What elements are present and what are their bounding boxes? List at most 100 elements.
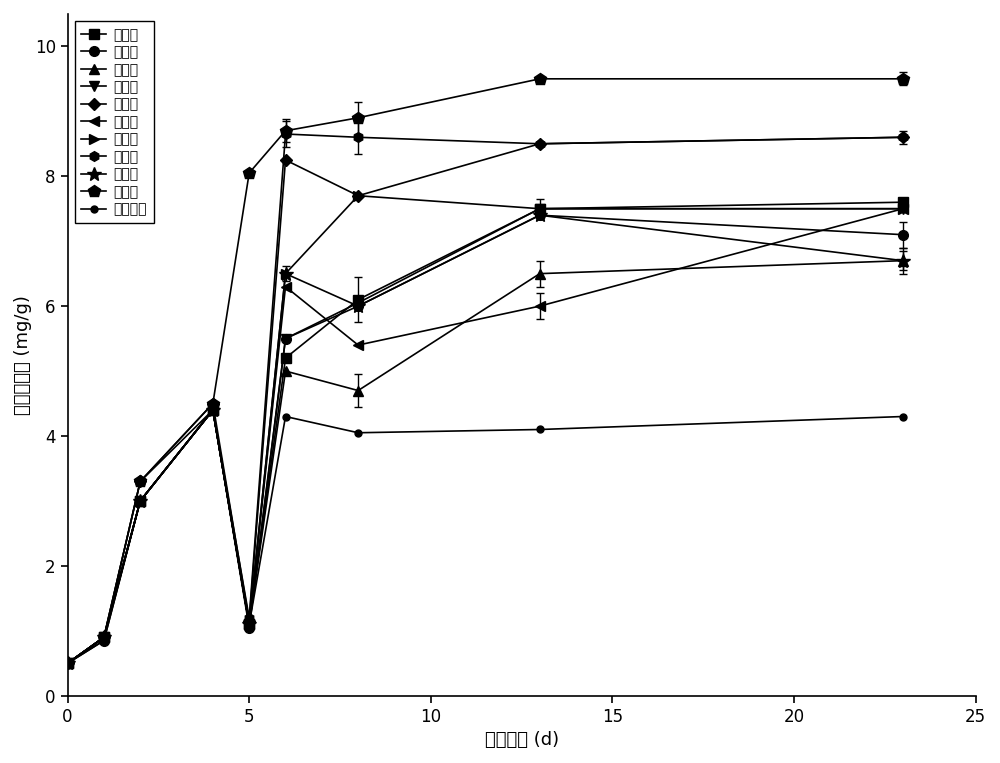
第七组 xyxy=(897,204,909,214)
Line: 第十组: 第十组 xyxy=(61,72,909,669)
第二组 xyxy=(98,636,110,645)
第九组 xyxy=(352,301,364,311)
第十组 xyxy=(207,399,219,408)
第一组 xyxy=(352,295,364,304)
第九组 xyxy=(280,269,292,278)
第十一组 xyxy=(134,497,146,506)
第八组 xyxy=(534,139,546,148)
第十一组 xyxy=(280,412,292,421)
第五组 xyxy=(62,658,74,668)
第七组 xyxy=(243,620,255,629)
第三组 xyxy=(98,633,110,642)
第七组 xyxy=(352,192,364,201)
第七组 xyxy=(534,204,546,214)
第七组 xyxy=(280,269,292,278)
Line: 第八组: 第八组 xyxy=(63,129,908,668)
第九组 xyxy=(243,620,255,629)
第一组 xyxy=(243,620,255,629)
第一组 xyxy=(280,353,292,362)
第九组 xyxy=(62,658,74,668)
第十一组 xyxy=(897,412,909,421)
第二组 xyxy=(280,334,292,343)
第一组 xyxy=(207,405,219,414)
第十一组 xyxy=(534,425,546,434)
第三组 xyxy=(207,405,219,414)
第四组 xyxy=(280,334,292,343)
第六组 xyxy=(897,204,909,214)
第六组 xyxy=(243,620,255,629)
第五组 xyxy=(352,192,364,201)
第十组 xyxy=(243,169,255,178)
第六组 xyxy=(134,497,146,506)
第二组 xyxy=(207,405,219,414)
第二组 xyxy=(897,230,909,240)
Line: 第三组: 第三组 xyxy=(63,256,908,668)
第四组 xyxy=(207,405,219,414)
第六组 xyxy=(534,301,546,311)
Legend: 第一组, 第二组, 第三组, 第四组, 第五组, 第六组, 第七组, 第八组, 第九组, 第十组, 第十一组: 第一组, 第二组, 第三组, 第四组, 第五组, 第六组, 第七组, 第八组, … xyxy=(75,21,154,224)
第八组 xyxy=(352,133,364,142)
第十组 xyxy=(534,74,546,83)
第八组 xyxy=(243,613,255,623)
第三组 xyxy=(134,497,146,506)
第一组 xyxy=(62,658,74,668)
第五组 xyxy=(534,139,546,148)
第七组 xyxy=(98,633,110,642)
第四组 xyxy=(62,658,74,668)
Line: 第二组: 第二组 xyxy=(63,211,908,668)
第十组 xyxy=(897,74,909,83)
Line: 第四组: 第四组 xyxy=(63,204,908,668)
第三组 xyxy=(243,620,255,629)
第七组 xyxy=(207,405,219,414)
第十一组 xyxy=(62,658,74,668)
第一组 xyxy=(98,633,110,642)
第四组 xyxy=(534,204,546,214)
第十一组 xyxy=(207,405,219,414)
第八组 xyxy=(207,405,219,414)
第十组 xyxy=(98,633,110,642)
第五组 xyxy=(134,477,146,486)
第十一组 xyxy=(352,428,364,437)
第八组 xyxy=(897,133,909,142)
第八组 xyxy=(134,477,146,486)
第九组 xyxy=(534,211,546,220)
第九组 xyxy=(897,256,909,266)
第七组 xyxy=(62,658,74,668)
第九组 xyxy=(134,497,146,506)
第十一组 xyxy=(98,636,110,645)
X-axis label: 发酵时间 (d): 发酵时间 (d) xyxy=(485,731,559,749)
第四组 xyxy=(98,633,110,642)
第三组 xyxy=(62,658,74,668)
第六组 xyxy=(280,282,292,291)
第四组 xyxy=(352,298,364,307)
第二组 xyxy=(534,211,546,220)
第三组 xyxy=(352,386,364,395)
第五组 xyxy=(897,133,909,142)
第十组 xyxy=(352,113,364,122)
第十组 xyxy=(134,477,146,486)
第五组 xyxy=(207,399,219,408)
第一组 xyxy=(534,204,546,214)
第六组 xyxy=(62,658,74,668)
第二组 xyxy=(352,301,364,311)
Line: 第七组: 第七组 xyxy=(63,191,908,668)
Line: 第九组: 第九组 xyxy=(61,208,910,670)
第三组 xyxy=(534,269,546,278)
第五组 xyxy=(243,617,255,626)
第五组 xyxy=(280,156,292,165)
Line: 第一组: 第一组 xyxy=(63,198,908,668)
第八组 xyxy=(62,658,74,668)
第十组 xyxy=(280,126,292,135)
第九组 xyxy=(207,405,219,414)
第一组 xyxy=(134,497,146,506)
第四组 xyxy=(243,620,255,629)
Y-axis label: 氨态氮含量 (mg/g): 氨态氮含量 (mg/g) xyxy=(14,295,32,415)
第三组 xyxy=(280,366,292,375)
Line: 第五组: 第五组 xyxy=(63,133,907,668)
第一组 xyxy=(897,198,909,207)
第二组 xyxy=(134,497,146,506)
第四组 xyxy=(897,204,909,214)
第六组 xyxy=(98,633,110,642)
第二组 xyxy=(243,623,255,632)
第七组 xyxy=(134,497,146,506)
